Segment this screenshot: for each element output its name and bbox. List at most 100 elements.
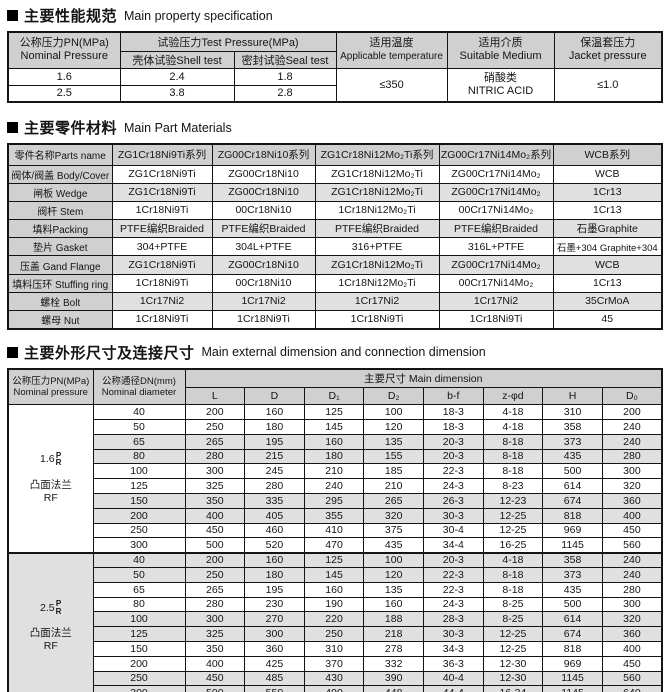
dimension-cell: 300 xyxy=(601,596,663,613)
material-cell: 1Cr18Ni12Mo₂Ti xyxy=(314,200,440,221)
material-cell: PTFE编织Braided xyxy=(111,219,213,239)
dn-cell: 150 xyxy=(92,640,186,657)
dimension-row: 125 325 280 240 210 24-3 8-23 614 320 xyxy=(8,478,663,494)
section-title-dimensions: 主要外形尺寸及连接尺寸 Main external dimension and … xyxy=(7,342,670,363)
dn-cell: 250 xyxy=(92,670,186,687)
header-pressure-en: Nominal pressure xyxy=(13,386,88,398)
material-cell: ZG1Cr18Ni9Ti xyxy=(111,255,213,275)
dimension-cell: 180 xyxy=(244,566,305,583)
header-shell-test: 壳体试验Shell test xyxy=(119,50,235,69)
dimension-cell: 450 xyxy=(184,670,246,687)
flange-type-zh: 凸面法兰 xyxy=(29,627,72,640)
part-name-cell: 填料压环 Stuffing ring xyxy=(7,273,113,293)
materials-row: 螺栓 Bolt 1Cr17Ni2 1Cr17Ni2 1Cr17Ni2 1Cr17Ni2 3… xyxy=(7,291,663,312)
pressure-group-label: 2.5 P R 凸面法兰 RF xyxy=(7,551,94,692)
material-cell: 00Cr17Ni14Mo₂ xyxy=(438,200,554,221)
dimension-cell: 44-4 xyxy=(423,685,484,692)
material-cell: 1Cr18Ni9Ti xyxy=(438,309,554,330)
dimension-row: 65 265 195 160 135 20-3 8-18 373 240 xyxy=(8,433,663,450)
dimension-cell: 360 xyxy=(601,492,663,509)
section-title-en: Main external dimension and connection d… xyxy=(201,345,486,360)
dimension-cell: 8-23 xyxy=(482,478,544,494)
dimension-cell: 160 xyxy=(244,551,305,568)
property-data-row: 1.6 2.4 1.8 ≤350 硝酸类 NITRIC ACID ≤1.0 xyxy=(7,67,663,103)
header-medium-zh: 适用介质 xyxy=(478,37,523,50)
dimension-row: 65 265 195 160 135 22-3 8-18 435 280 xyxy=(8,581,663,598)
dimension-cell: 240 xyxy=(601,418,663,435)
dimension-cell: 332 xyxy=(363,655,424,672)
dimension-cell: 300 xyxy=(184,463,246,480)
pressure-rating: 1.6 P R xyxy=(9,452,92,467)
dimension-cell: 210 xyxy=(363,478,424,494)
dimension-cell: 4-18 xyxy=(482,418,544,435)
dimension-cell: 188 xyxy=(363,611,424,628)
dimension-row: 2.5 P R 凸面法兰 RF 40 200 160 125 100 20-3 4-18 358 240 xyxy=(7,551,663,692)
dimension-cell: 26-3 xyxy=(423,492,484,509)
dimension-cell: 1145 xyxy=(542,685,603,692)
material-cell: 1Cr17Ni2 xyxy=(438,291,554,312)
dimension-row: 150 350 335 295 265 26-3 12-23 674 360 xyxy=(8,492,663,509)
materials-row: 闸板 Wedge ZG1Cr18Ni9Ti ZG00Cr18Ni10 ZG1Cr18N… xyxy=(7,182,663,202)
header-dim-D: D xyxy=(244,387,305,406)
dimension-cell: 500 xyxy=(542,596,603,613)
material-cell: ZG00Cr17Ni14Mo₂ xyxy=(438,164,554,184)
dimension-cell: 155 xyxy=(363,448,424,465)
dimension-cell: 218 xyxy=(363,626,424,642)
dimension-cell: 30-4 xyxy=(423,522,484,539)
section-title-zh: 主要零件材料 xyxy=(24,120,118,137)
material-cell: 00Cr18Ni10 xyxy=(211,273,316,293)
flange-type: 凸面法兰 RF xyxy=(9,479,92,505)
material-cell: 00Cr18Ni10 xyxy=(211,200,316,221)
dimension-cell: 1145 xyxy=(542,670,603,687)
dimension-cell: 360 xyxy=(601,626,663,642)
material-cell: 316+PTFE xyxy=(314,237,440,257)
pr-bottom: R xyxy=(55,606,62,616)
dimension-cell: 34-4 xyxy=(423,537,484,554)
dimension-cell: 375 xyxy=(363,522,424,539)
header-diameter-en: Nominal diameter xyxy=(101,386,177,398)
header-dim-H: H xyxy=(542,387,603,406)
dimension-cell: 16-25 xyxy=(482,537,544,554)
dimension-table-body: 1.6 P R 凸面法兰 RF 40 200 160 125 100 18-3 4-18 310 200 5… xyxy=(7,404,663,692)
black-square-bullet-icon xyxy=(7,346,18,358)
dimension-cell: 550 xyxy=(244,685,305,692)
part-name-cell: 螺母 Nut xyxy=(7,309,113,330)
dimension-cell: 373 xyxy=(542,566,603,583)
dimension-cell: 350 xyxy=(184,492,246,509)
dimension-cell: 180 xyxy=(244,418,305,435)
materials-row: 阀体/阀盖 Body/Cover ZG1Cr18Ni9Ti ZG00Cr18Ni10… xyxy=(7,164,663,184)
material-cell: 1Cr18Ni9Ti xyxy=(211,309,316,330)
dimension-row: 100 300 245 210 185 22-3 8-18 500 300 xyxy=(8,463,663,480)
material-cell: WCB xyxy=(552,164,663,184)
dimension-row: 250 450 485 430 390 40-4 12-30 1145 560 xyxy=(8,670,663,687)
property-header-row-1: 公称压力PN(MPa) Nominal Pressure 试验压力Test Pr… xyxy=(7,31,663,69)
material-cell: 00Cr17Ni14Mo₂ xyxy=(438,273,554,293)
header-jacket-pressure: 保温套压力 Jacket pressure xyxy=(553,31,663,69)
dimension-cell: 240 xyxy=(601,566,663,583)
pressure-value: 2.5 xyxy=(40,601,55,614)
dimension-cell: 200 xyxy=(184,404,246,420)
dimension-cell: 265 xyxy=(184,581,246,598)
dimension-cell: 28-3 xyxy=(423,611,484,628)
dn-cell: 40 xyxy=(92,404,186,420)
header-test-pressure: 试验压力Test Pressure(MPa) xyxy=(119,31,337,52)
material-cell: 1Cr18Ni9Ti xyxy=(111,200,213,221)
dimension-cell: 120 xyxy=(363,418,424,435)
dimension-cell: 300 xyxy=(244,626,305,642)
dimension-cell: 4-18 xyxy=(482,404,544,420)
material-cell: 45 xyxy=(552,309,663,330)
dimension-cell: 818 xyxy=(542,640,603,657)
dimension-cell: 245 xyxy=(244,463,305,480)
dn-cell: 80 xyxy=(92,596,186,613)
dimension-cell: 120 xyxy=(363,566,424,583)
material-cell: ZG00Cr18Ni10 xyxy=(211,182,316,202)
dimension-cell: 278 xyxy=(363,640,424,657)
header-dim-zd: z-φd xyxy=(482,387,544,406)
header-pressure-zh: 公称压力PN(MPa) xyxy=(12,375,90,387)
dimension-cell: 355 xyxy=(303,507,365,524)
material-cell: ZG1Cr18Ni9Ti xyxy=(111,164,213,184)
dimension-cell: 8-18 xyxy=(482,581,544,598)
section-title-en: Main Part Materials xyxy=(124,120,232,135)
material-cell: ZG1Cr18Ni12Mo₂Ti xyxy=(314,164,440,184)
material-cell: 石墨Graphite xyxy=(552,219,663,239)
